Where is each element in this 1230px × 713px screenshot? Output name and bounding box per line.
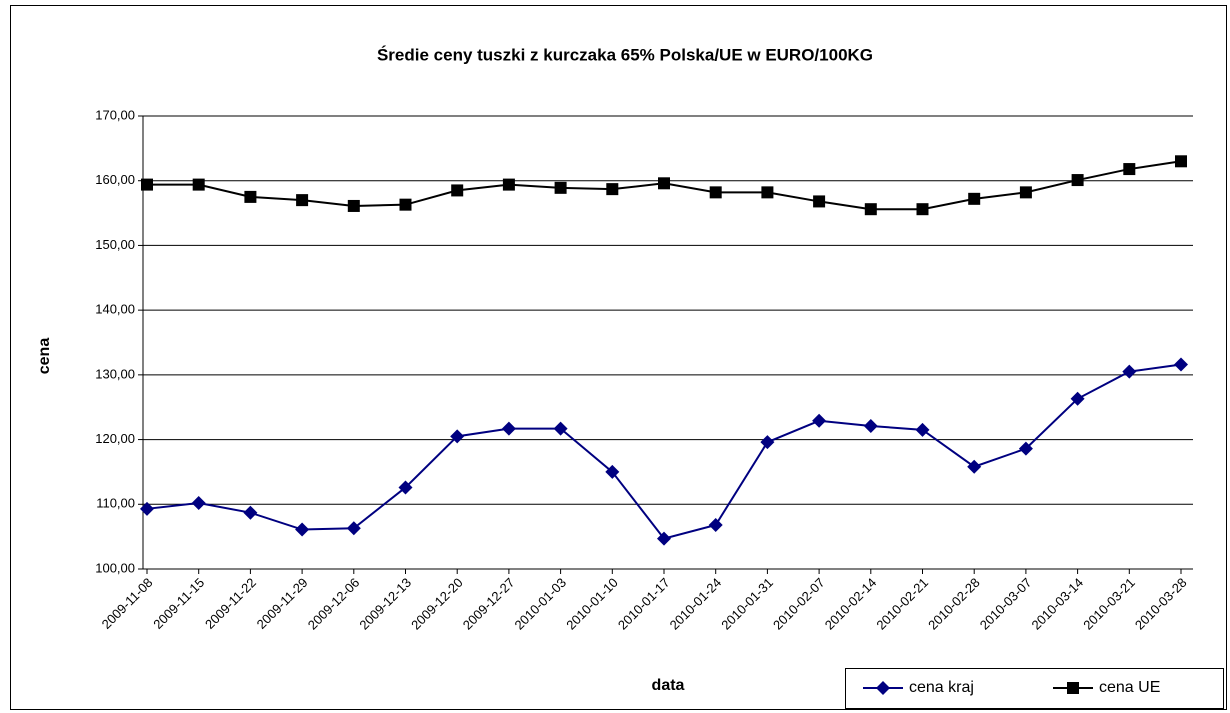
- point: [1122, 364, 1137, 379]
- point: [708, 517, 723, 532]
- point: [1174, 357, 1188, 372]
- point: [1071, 174, 1084, 187]
- point: [1067, 682, 1079, 694]
- point: [1019, 186, 1032, 199]
- point: [553, 421, 568, 436]
- legend-box: [845, 668, 1224, 709]
- y-tick-label: 170,00: [95, 107, 135, 122]
- point: [244, 190, 257, 203]
- point: [191, 495, 206, 510]
- point: [657, 531, 671, 546]
- point: [606, 183, 619, 196]
- point: [451, 184, 464, 197]
- point: [813, 195, 826, 208]
- point: [1070, 391, 1085, 406]
- point: [243, 505, 258, 520]
- legend-label: cena UE: [1099, 679, 1160, 696]
- point: [760, 435, 775, 450]
- point: [967, 459, 982, 474]
- point: [346, 521, 361, 536]
- point: [398, 480, 413, 495]
- y-tick-label: 110,00: [96, 496, 135, 511]
- legend-label: cena kraj: [909, 679, 974, 696]
- point: [968, 192, 981, 205]
- point: [864, 203, 877, 216]
- y-tick-label: 140,00: [95, 302, 135, 317]
- point: [876, 681, 890, 695]
- chart-title: Średie ceny tuszki z kurczaka 65% Polska…: [377, 45, 873, 64]
- point: [399, 198, 412, 211]
- point: [812, 413, 827, 428]
- y-axis-title: cena: [36, 338, 53, 375]
- point: [501, 421, 516, 436]
- x-axis-title: data: [652, 677, 685, 694]
- point: [192, 178, 205, 191]
- point: [863, 418, 878, 433]
- point: [347, 199, 360, 212]
- point: [1123, 163, 1136, 176]
- chart-border: [10, 5, 1227, 710]
- point: [1175, 155, 1187, 168]
- point: [140, 501, 154, 516]
- point: [554, 181, 567, 194]
- y-tick-label: 100,00: [95, 560, 135, 575]
- point: [502, 178, 515, 191]
- point: [761, 186, 774, 199]
- point: [916, 203, 929, 216]
- point: [605, 464, 620, 479]
- point: [709, 186, 722, 199]
- point: [658, 177, 670, 190]
- point: [141, 178, 153, 191]
- point: [296, 194, 309, 207]
- point: [295, 522, 310, 537]
- y-tick-label: 120,00: [95, 431, 135, 446]
- y-tick-label: 160,00: [95, 172, 135, 187]
- y-tick-label: 150,00: [95, 237, 135, 252]
- point: [915, 422, 930, 437]
- point: [450, 429, 465, 444]
- point: [1018, 441, 1033, 456]
- y-tick-label: 130,00: [95, 366, 135, 381]
